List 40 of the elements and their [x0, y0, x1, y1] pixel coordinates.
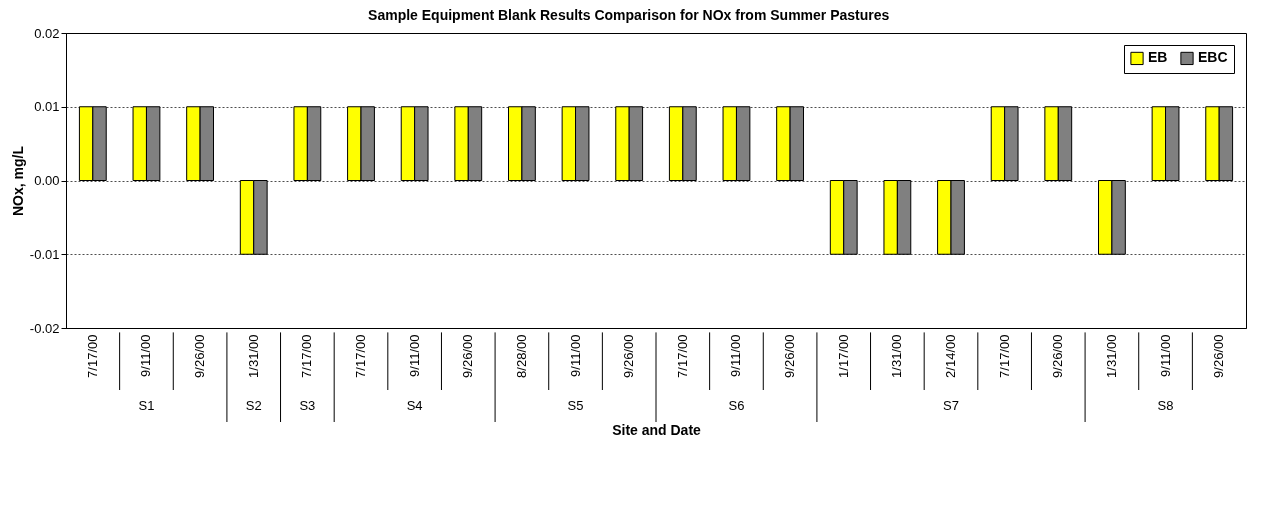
- y-tick-label: 0.02: [34, 25, 60, 41]
- x-tick-label: 7/17/00: [674, 334, 690, 378]
- legend-label: EBC: [1198, 49, 1228, 66]
- y-axis-title: NOx, mg/L: [9, 145, 26, 217]
- x-tick-label: 7/17/00: [353, 334, 368, 378]
- x-tick-label: 7/17/00: [299, 334, 315, 378]
- chart-title: Sample Equipment Blank Results Comparison for NOx from Summer Pastures: [368, 6, 890, 23]
- x-tick-label: 9/26/00: [1211, 334, 1227, 378]
- x-tick-label: 7/17/00: [996, 334, 1012, 378]
- x-tick-label: 9/11/00: [138, 334, 154, 377]
- y-tick-label: 0.00: [34, 173, 60, 188]
- x-tick-label: 1/31/00: [245, 334, 261, 378]
- y-tick-label: -0.01: [29, 246, 60, 262]
- x-tick-label: 9/11/00: [567, 334, 583, 377]
- x-tick-label: 8/28/00: [513, 334, 529, 378]
- x-tick-label: 9/26/00: [782, 334, 798, 378]
- text: S5: [567, 398, 584, 413]
- legend-label: EB: [1148, 49, 1168, 66]
- x-tick-label: 9/11/00: [406, 334, 422, 377]
- text: S6: [728, 398, 745, 413]
- y-tick-label: 0.01: [34, 99, 60, 115]
- text: S3: [299, 398, 316, 413]
- x-tick-label: 9/26/00: [621, 334, 637, 378]
- x-tick-label: 2/14/00: [943, 334, 958, 378]
- text: S4: [406, 398, 423, 413]
- text: S8: [1157, 398, 1174, 413]
- x-tick-label: 1/17/00: [835, 334, 851, 378]
- x-tick-label: 1/31/00: [889, 334, 905, 378]
- text: S7: [943, 398, 959, 413]
- text: S1: [138, 398, 155, 413]
- x-tick-label: 9/11/00: [1157, 334, 1173, 377]
- x-tick-label: 9/11/00: [728, 334, 744, 377]
- text: S2: [245, 398, 262, 413]
- x-axis-title: Site and Date: [612, 421, 702, 438]
- x-tick-label: 9/26/00: [460, 334, 476, 378]
- x-tick-label: 7/17/00: [84, 334, 100, 378]
- x-tick-label: 9/26/00: [192, 334, 208, 378]
- x-tick-label: 1/31/00: [1103, 334, 1119, 378]
- x-tick-label: 9/26/00: [1050, 334, 1066, 378]
- y-tick-label: -0.02: [29, 320, 60, 336]
